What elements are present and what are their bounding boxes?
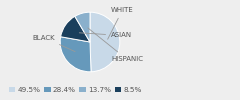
Wedge shape xyxy=(90,12,120,72)
Legend: 49.5%, 28.4%, 13.7%, 8.5%: 49.5%, 28.4%, 13.7%, 8.5% xyxy=(6,84,145,96)
Wedge shape xyxy=(61,16,90,42)
Text: ASIAN: ASIAN xyxy=(79,32,132,38)
Wedge shape xyxy=(75,12,90,42)
Wedge shape xyxy=(60,37,91,72)
Text: BLACK: BLACK xyxy=(33,35,75,52)
Text: HISPANIC: HISPANIC xyxy=(88,28,143,62)
Text: WHITE: WHITE xyxy=(108,7,134,39)
